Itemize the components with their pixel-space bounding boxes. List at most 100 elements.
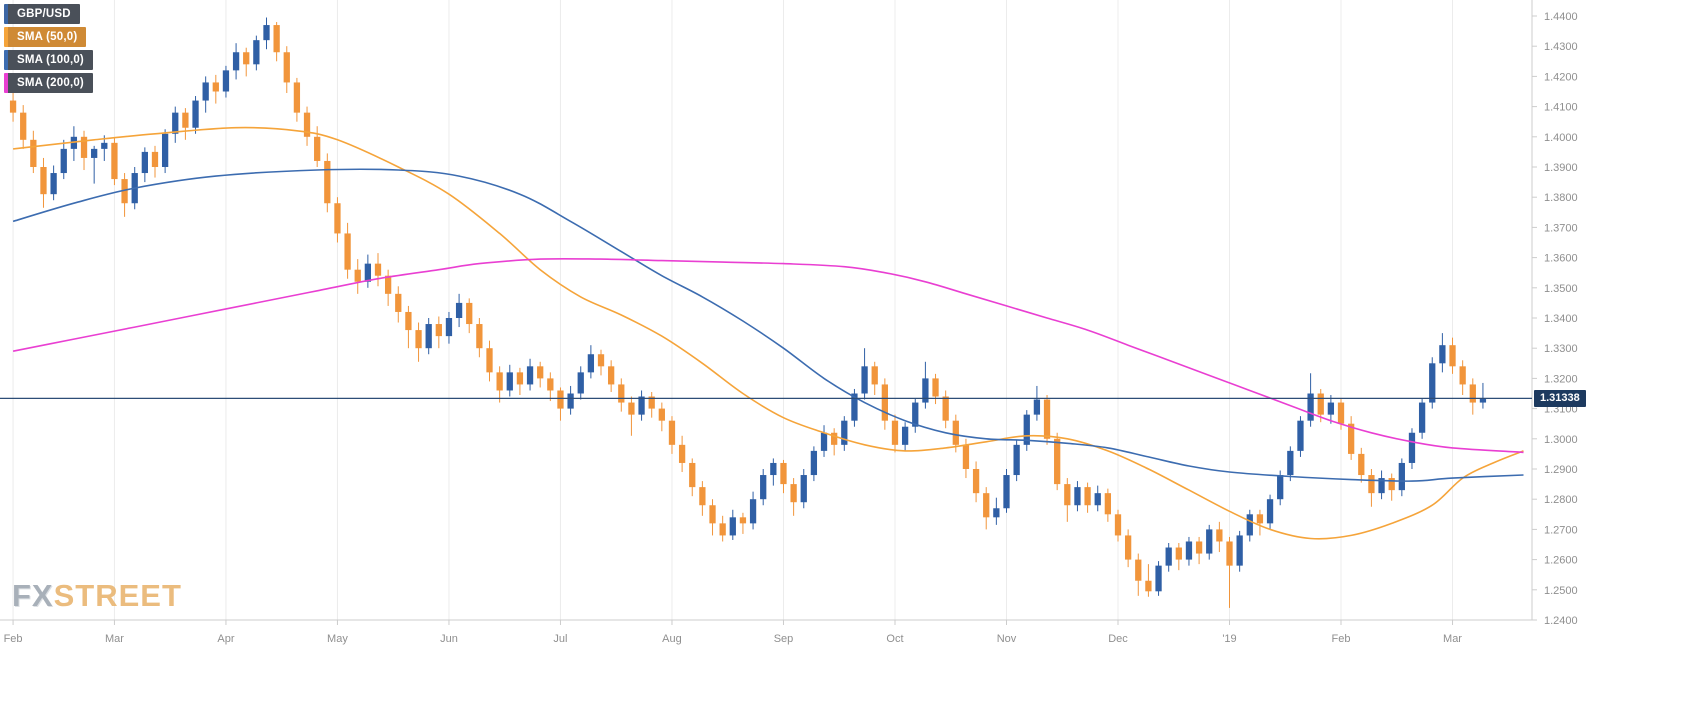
y-tick-label: 1.2800 bbox=[1544, 494, 1578, 506]
candle-body bbox=[334, 203, 341, 234]
candle-body bbox=[1317, 393, 1324, 415]
candle-body bbox=[243, 52, 250, 65]
candle-body bbox=[91, 148, 98, 158]
candle-body bbox=[861, 366, 868, 394]
x-tick-label: Dec bbox=[1108, 633, 1128, 645]
candle-body bbox=[638, 396, 645, 415]
candle-body bbox=[1378, 478, 1385, 494]
sma-line-sma50 bbox=[13, 126, 1524, 540]
candle-body bbox=[851, 393, 858, 421]
candle-body bbox=[901, 426, 909, 445]
candle-body bbox=[1469, 384, 1476, 403]
candle-body bbox=[668, 420, 676, 445]
candle-body bbox=[770, 462, 777, 476]
x-tick-label: '19 bbox=[1222, 633, 1236, 645]
candle-body bbox=[1054, 438, 1061, 485]
candle-body bbox=[993, 508, 1000, 518]
candle-body bbox=[557, 390, 564, 409]
candle-body bbox=[60, 148, 67, 174]
x-tick-label: May bbox=[327, 633, 348, 645]
legend: GBP/USD SMA (50,0) SMA (100,0) SMA (200,… bbox=[4, 4, 93, 93]
candle-body bbox=[739, 517, 747, 524]
candle-body bbox=[567, 393, 574, 409]
y-tick-label: 1.3900 bbox=[1544, 162, 1578, 174]
legend-chip-1[interactable]: SMA (50,0) bbox=[4, 27, 87, 47]
candle-body bbox=[678, 444, 686, 463]
legend-chip-0[interactable]: GBP/USD bbox=[4, 4, 80, 24]
candle-body bbox=[1013, 444, 1020, 476]
candle-body bbox=[314, 136, 321, 161]
candle-body bbox=[1033, 399, 1041, 415]
candle-body bbox=[547, 378, 554, 391]
candle-body bbox=[435, 324, 442, 337]
candle-body bbox=[1236, 535, 1243, 566]
candle-body bbox=[1388, 478, 1395, 491]
x-tick-label: Aug bbox=[662, 633, 682, 645]
sma-line-sma100 bbox=[12, 168, 1524, 482]
candle-body bbox=[1449, 345, 1456, 367]
candle-body bbox=[749, 499, 757, 524]
candle-body bbox=[952, 420, 959, 445]
candle-body bbox=[9, 100, 17, 113]
candle-body bbox=[384, 275, 392, 294]
candle-body bbox=[881, 384, 888, 421]
candle-body bbox=[1439, 345, 1446, 364]
candle-body bbox=[628, 402, 635, 415]
candle-body bbox=[192, 100, 199, 128]
candle-body bbox=[293, 82, 301, 113]
candle-body bbox=[689, 462, 696, 488]
x-tick-label: Feb bbox=[4, 633, 23, 645]
candle-body bbox=[1064, 484, 1071, 506]
candles-layer bbox=[9, 17, 1487, 608]
candle-body bbox=[922, 378, 929, 403]
y-tick-label: 1.4300 bbox=[1544, 41, 1578, 53]
candle-body bbox=[1114, 514, 1122, 536]
x-tick-label: Feb bbox=[1332, 633, 1351, 645]
y-tick-label: 1.3200 bbox=[1544, 373, 1578, 385]
candle-body bbox=[212, 82, 219, 92]
y-tick-label: 1.4000 bbox=[1544, 132, 1578, 144]
candle-body bbox=[324, 160, 331, 204]
grid-layer bbox=[12, 0, 1454, 620]
candle-body bbox=[1003, 475, 1010, 509]
candle-body bbox=[800, 475, 807, 503]
x-tick-label: Oct bbox=[886, 633, 903, 645]
candle-body bbox=[1408, 432, 1416, 463]
candle-body bbox=[20, 112, 27, 140]
candle-body bbox=[101, 142, 108, 149]
x-tick-label: Jun bbox=[440, 633, 458, 645]
candle-body bbox=[516, 372, 524, 385]
candle-body bbox=[1043, 399, 1051, 439]
candle-body bbox=[1206, 529, 1213, 554]
candle-body bbox=[1226, 541, 1233, 566]
candle-body bbox=[699, 487, 706, 506]
candle-body bbox=[1155, 565, 1162, 592]
candle-body bbox=[1297, 420, 1304, 451]
candle-body bbox=[111, 142, 118, 180]
candle-body bbox=[597, 354, 605, 367]
candle-body bbox=[1337, 402, 1345, 424]
y-tick-label: 1.4100 bbox=[1544, 102, 1578, 114]
candle-body bbox=[273, 25, 280, 53]
fxstreet-logo-street: STREET bbox=[53, 578, 182, 613]
legend-chip-label: SMA (100,0) bbox=[17, 54, 84, 66]
candle-body bbox=[983, 493, 990, 518]
candle-body bbox=[841, 420, 848, 445]
x-tick-label: Sep bbox=[774, 633, 794, 645]
candle-body bbox=[80, 136, 88, 158]
y-axis: 1.4400 1.4300 1.4200 1.4100 1.4000 1.3900 1.38… bbox=[1531, 0, 1578, 627]
x-tick-label: Mar bbox=[105, 633, 124, 645]
legend-chip-3[interactable]: SMA (200,0) bbox=[4, 73, 93, 93]
candle-body bbox=[1348, 423, 1355, 454]
candle-body bbox=[1074, 487, 1081, 506]
legend-chip-2[interactable]: SMA (100,0) bbox=[4, 50, 93, 70]
candle-body bbox=[972, 469, 980, 494]
candle-body bbox=[1287, 450, 1294, 476]
candle-body bbox=[1124, 535, 1132, 560]
candle-body bbox=[415, 330, 422, 349]
candle-body bbox=[1266, 499, 1274, 524]
candle-body bbox=[374, 263, 382, 276]
x-tick-label: Jul bbox=[553, 633, 567, 645]
